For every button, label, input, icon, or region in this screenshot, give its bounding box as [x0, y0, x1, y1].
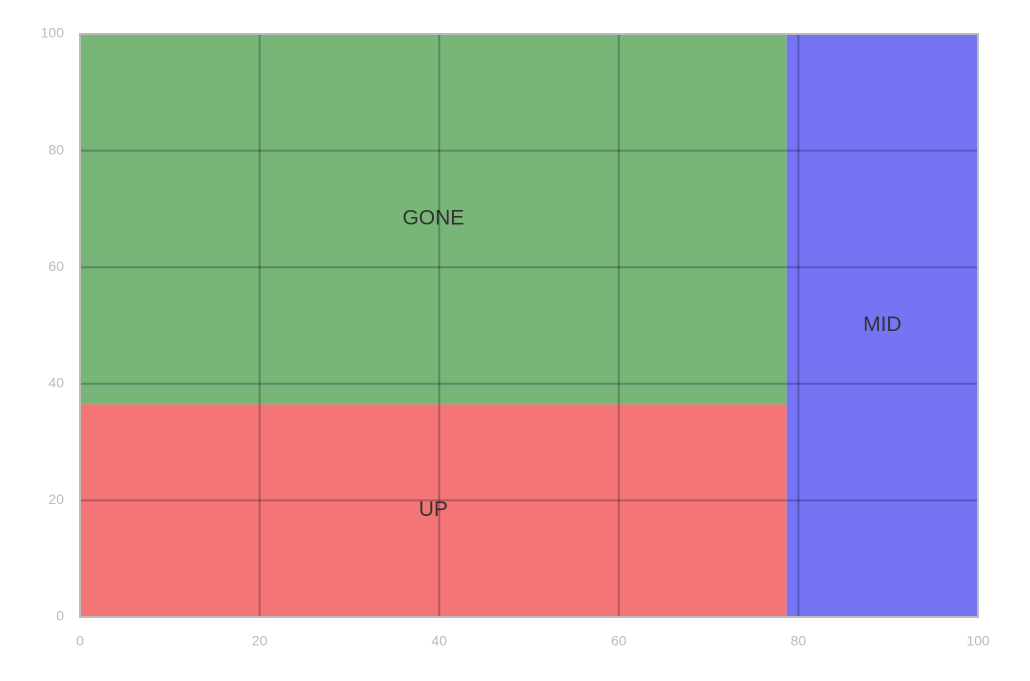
y-tick-label: 20	[48, 491, 64, 507]
x-tick-label: 100	[966, 633, 990, 649]
y-tick-label: 80	[48, 141, 64, 157]
treemap-cell	[80, 404, 787, 617]
y-tick-label: 0	[56, 608, 64, 624]
x-tick-label: 80	[791, 633, 807, 649]
cell-label: UP	[419, 498, 448, 521]
y-tick-label: 100	[41, 25, 65, 41]
cell-label: MID	[863, 313, 902, 336]
x-tick-label: 0	[76, 633, 84, 649]
treemap-cell	[786, 34, 978, 617]
treemap-cell	[80, 34, 787, 405]
x-tick-label: 20	[252, 633, 268, 649]
cell-label: GONE	[402, 207, 464, 230]
x-tick-label: 40	[431, 633, 447, 649]
y-tick-label: 60	[48, 258, 64, 274]
x-tick-label: 60	[611, 633, 627, 649]
plot-border	[79, 33, 979, 618]
y-tick-label: 40	[48, 375, 64, 391]
